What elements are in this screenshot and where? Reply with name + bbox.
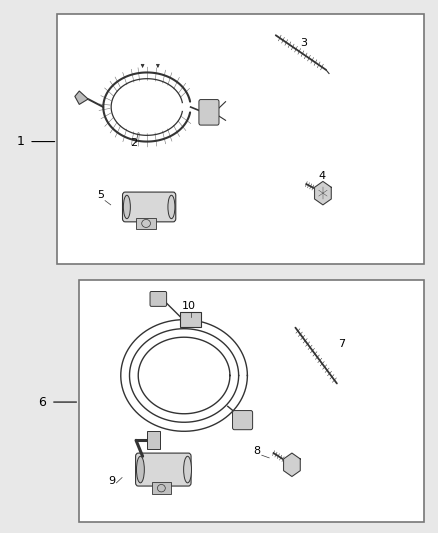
Text: 2: 2 [130, 138, 138, 148]
FancyBboxPatch shape [136, 218, 156, 229]
Text: 5: 5 [97, 190, 104, 200]
FancyBboxPatch shape [180, 312, 201, 327]
Text: 1: 1 [16, 135, 24, 148]
Text: 4: 4 [318, 171, 325, 181]
Text: 10: 10 [181, 301, 195, 311]
Text: 7: 7 [338, 340, 345, 349]
FancyBboxPatch shape [152, 482, 170, 494]
Bar [57, 14, 424, 264]
Ellipse shape [137, 456, 145, 483]
Ellipse shape [168, 195, 175, 219]
Ellipse shape [184, 456, 191, 483]
Bar [79, 280, 424, 522]
FancyBboxPatch shape [123, 192, 176, 222]
Text: 9: 9 [109, 477, 116, 487]
Polygon shape [314, 181, 331, 205]
Polygon shape [283, 453, 300, 477]
Polygon shape [75, 91, 88, 104]
FancyBboxPatch shape [136, 453, 191, 486]
FancyBboxPatch shape [148, 431, 160, 449]
Text: 3: 3 [300, 38, 307, 48]
FancyBboxPatch shape [150, 292, 166, 306]
Ellipse shape [124, 195, 131, 219]
FancyBboxPatch shape [233, 410, 253, 430]
Text: 8: 8 [253, 446, 261, 456]
Text: 6: 6 [38, 395, 46, 409]
FancyBboxPatch shape [199, 100, 219, 125]
